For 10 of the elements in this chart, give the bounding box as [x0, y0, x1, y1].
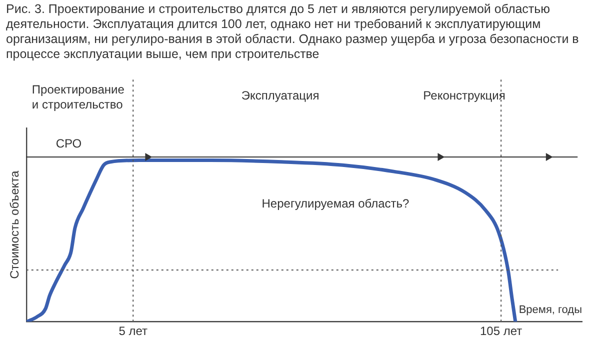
text: СРО [56, 136, 82, 150]
annotation: Нерегулируемая область? [262, 196, 410, 210]
x-tick-label: 105 лет [480, 324, 523, 338]
chart-title: Рис. 3. Проектирование и строительство длятся до 5 лет и являются регулируемой областью деятельности. Эксплуатация длится 100 лет, однако нет ни требований к эксплуатирующим организациям, ни регулиро-вания в этой области. Однако размер ущерба и угроза безопасности в процессе эксплуатации выше, чем при строительстве [5, 1, 580, 63]
y-axis-title: Стоимость объекта [8, 170, 22, 279]
text: Проектирование и строительство [32, 82, 125, 112]
text: Реконструкция [423, 88, 506, 102]
x-axis-title: Время, годы [518, 304, 582, 316]
text: Эксплуатация [241, 88, 320, 102]
x-tick-label: 5 лет [118, 324, 148, 338]
